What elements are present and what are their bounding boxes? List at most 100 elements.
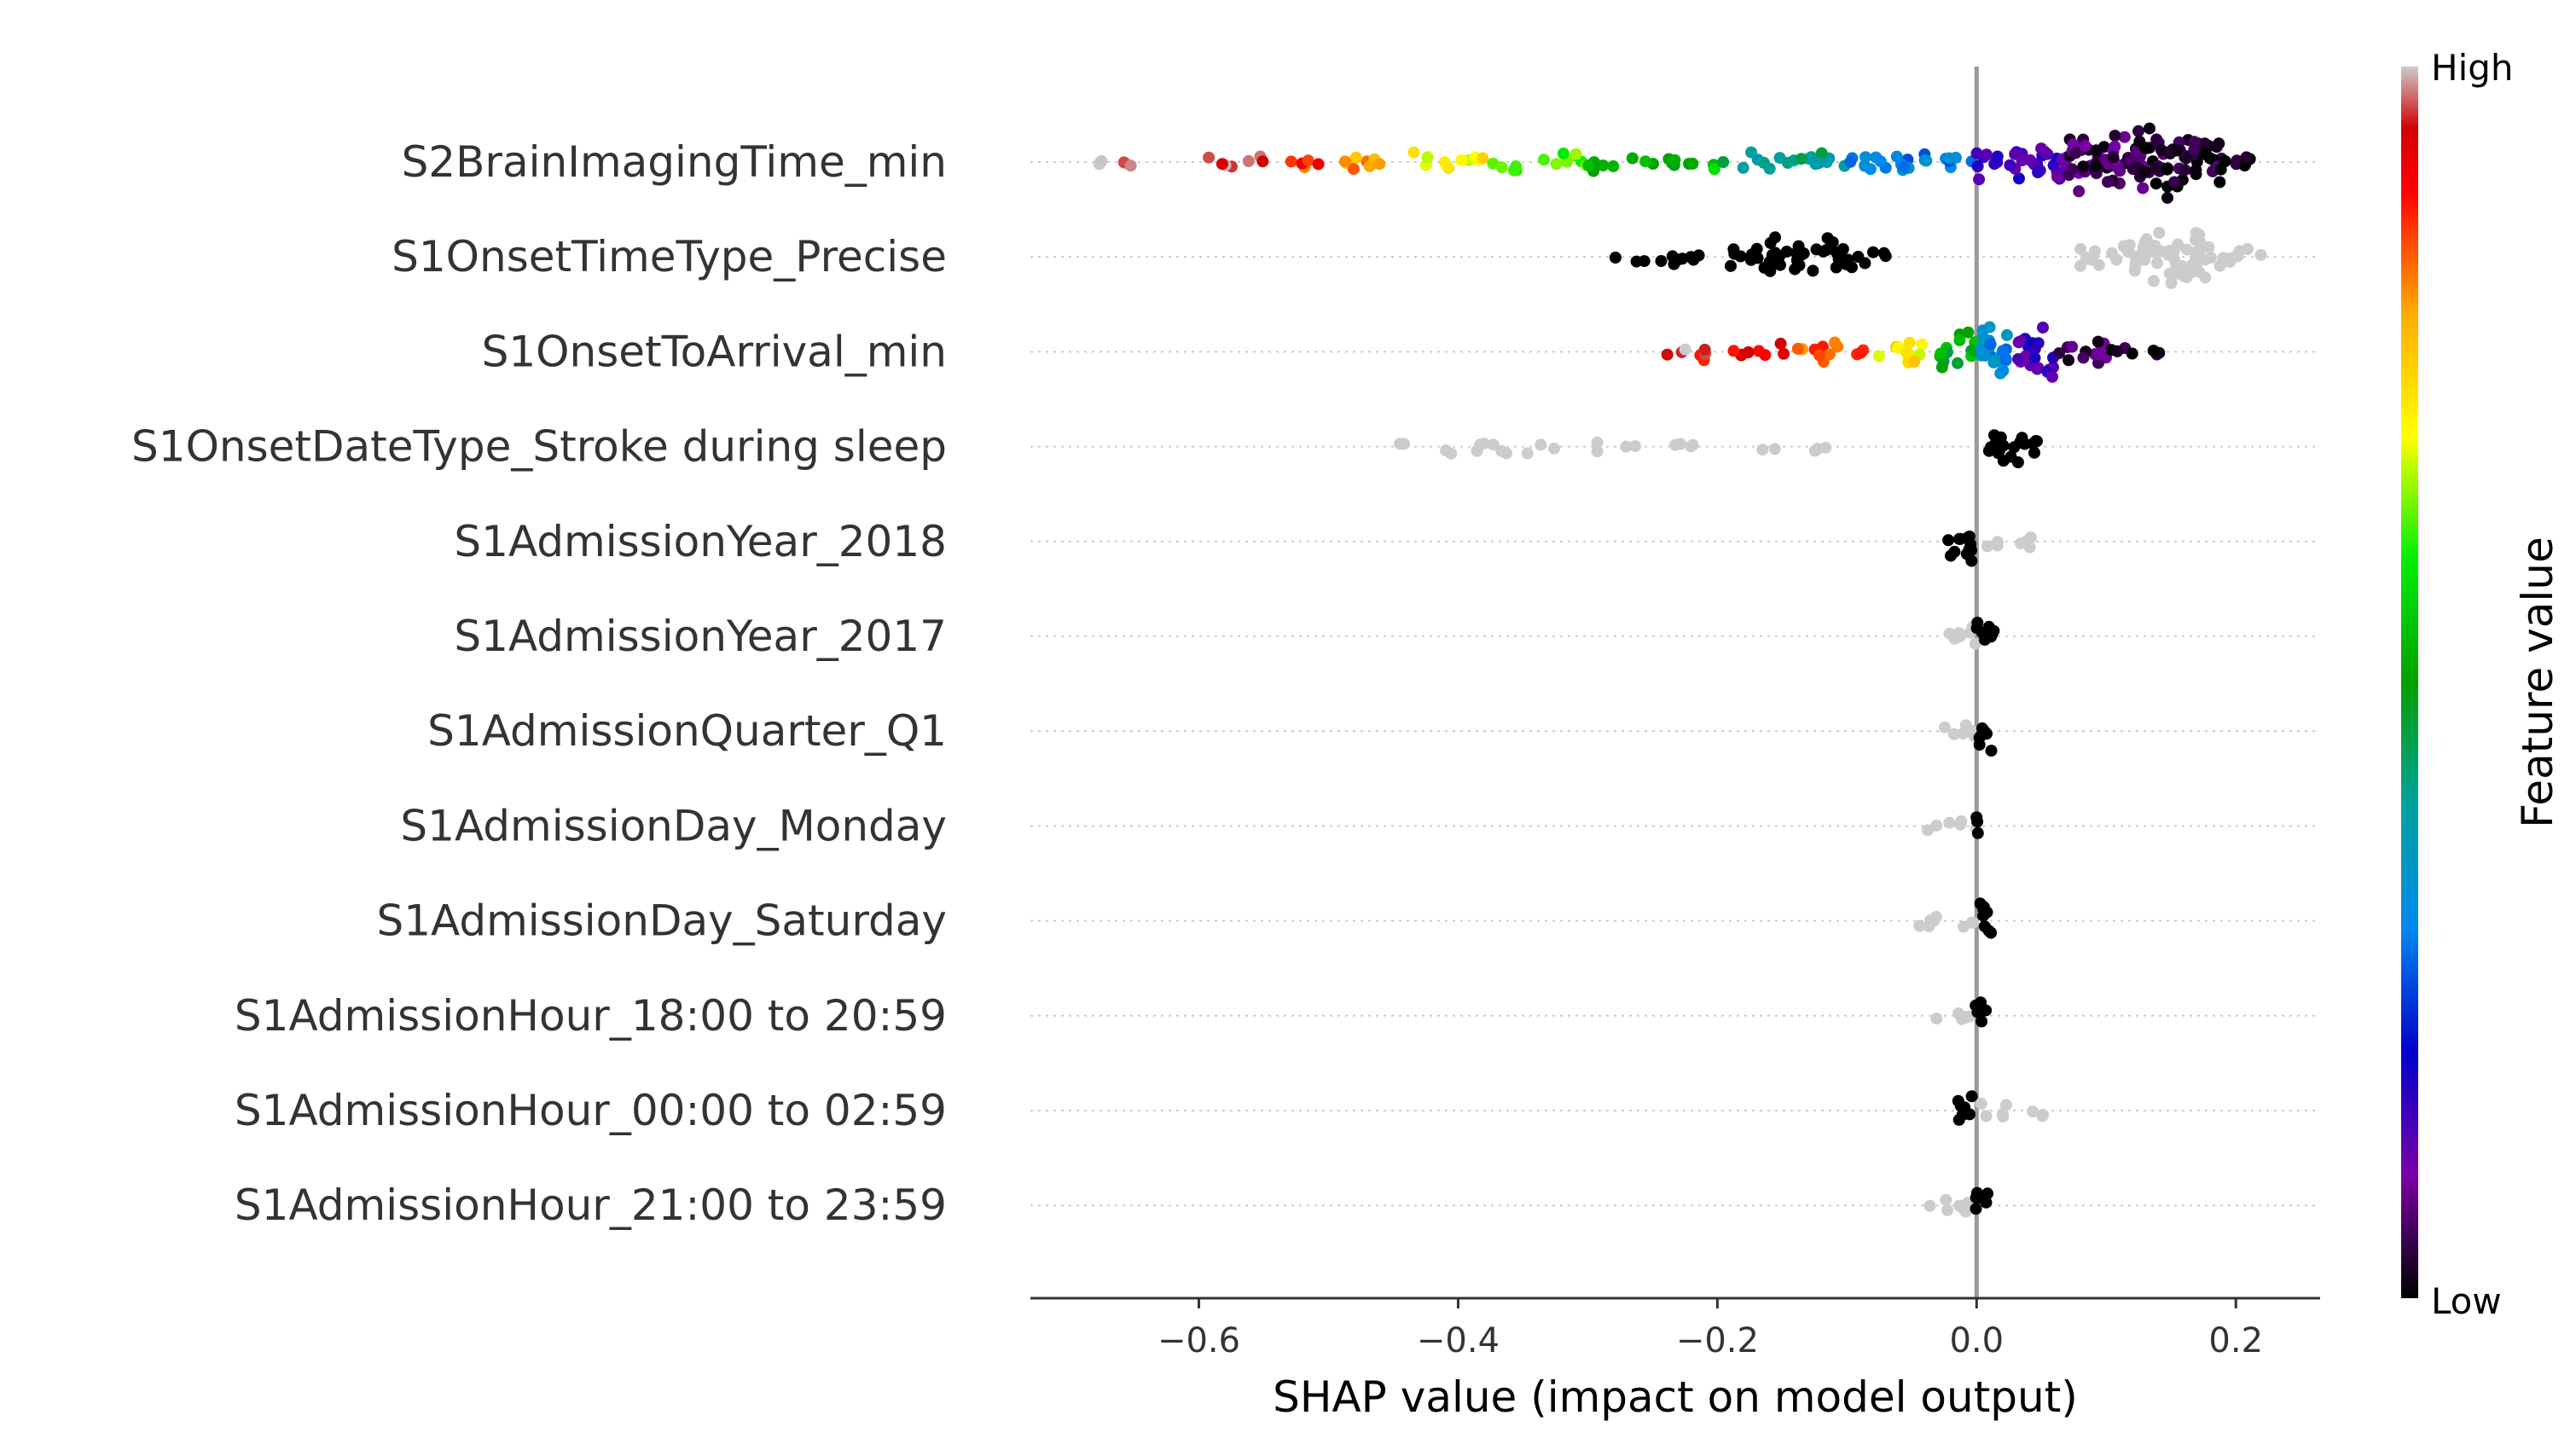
shap-dot	[1521, 447, 1534, 460]
shap-dot	[1930, 1012, 1943, 1025]
shap-dot	[1988, 429, 2000, 442]
x-tick-label: −0.4	[1417, 1321, 1500, 1360]
shap-dot	[1859, 151, 1871, 164]
shap-dot	[1824, 348, 1836, 361]
shap-dot	[2193, 242, 2206, 255]
shap-dot	[1980, 1110, 1993, 1122]
shap-dot	[1981, 1187, 1994, 1200]
shap-dot	[1582, 159, 1595, 171]
shap-dot	[2165, 276, 2178, 289]
shap-dot	[2011, 456, 2024, 468]
shap-dot	[2190, 168, 2202, 181]
shap-dot	[2213, 137, 2225, 150]
feature-label: S1OnsetDateType_Stroke during sleep	[131, 422, 947, 472]
shap-dot	[1854, 346, 1867, 359]
shap-dot	[1842, 253, 1854, 266]
shap-dot	[2037, 1109, 2049, 1122]
feature-label: S2BrainImagingTime_min	[402, 137, 947, 187]
feature-row-dots	[1923, 1186, 1994, 1218]
shap-dot	[2106, 247, 2118, 259]
shap-dot	[2153, 227, 2166, 239]
shap-dot	[2090, 144, 2103, 157]
shap-dot	[1792, 240, 1805, 252]
shap-dot	[1981, 540, 1993, 553]
shap-dot	[1943, 627, 1956, 640]
shap-dot	[2162, 245, 2175, 258]
shap-dot	[2123, 239, 2136, 252]
shap-dot	[1550, 158, 1563, 171]
shap-dot	[2188, 143, 2201, 156]
shap-dot	[2150, 177, 2162, 190]
shap-dot	[1756, 444, 1769, 456]
shap-dot	[2242, 242, 2254, 255]
shap-dot	[1940, 1193, 1952, 1206]
shap-dot	[1942, 534, 1955, 547]
shap-dot	[1903, 336, 1916, 349]
feature-row-dots	[1609, 227, 2267, 289]
shap-dots	[1093, 122, 2267, 1218]
shap-dot	[1967, 916, 1979, 929]
shap-dot	[2163, 267, 2176, 280]
shap-dot	[1923, 1199, 1936, 1212]
shap-dot	[1901, 347, 1914, 360]
feature-label: S1AdmissionHour_18:00 to 20:59	[235, 991, 947, 1041]
shap-dot	[1997, 439, 2010, 452]
shap-dot	[1769, 231, 1782, 244]
shap-dot	[1976, 324, 1989, 337]
shap-dot	[2031, 435, 2043, 448]
shap-dot	[1980, 1004, 1993, 1017]
shap-dot	[1820, 244, 1833, 256]
feature-row-dots	[1942, 531, 2037, 567]
shap-dot	[2012, 336, 2025, 349]
feature-label: S1AdmissionDay_Saturday	[376, 896, 947, 946]
shap-dot	[1629, 440, 1641, 453]
shap-dot	[1976, 1015, 1988, 1028]
shap-dot	[1970, 1186, 1983, 1199]
shap-dot	[1958, 1204, 1970, 1216]
shap-dot	[2016, 432, 2028, 444]
shap-dot	[1867, 246, 1879, 258]
shap-dot	[1808, 444, 1821, 457]
shap-dot	[1686, 157, 1699, 170]
shap-dot	[1955, 815, 1968, 827]
shap-dot	[1813, 349, 1826, 362]
shap-dot	[1971, 160, 1984, 172]
shap-dot	[2092, 335, 2104, 348]
shap-dot	[1939, 721, 1951, 734]
feature-label: S1AdmissionYear_2017	[454, 612, 947, 661]
shap-dot	[2022, 537, 2034, 550]
shap-dot	[1768, 443, 1781, 455]
shap-dot	[1970, 1203, 1982, 1215]
shap-dot	[1438, 156, 1451, 169]
shap-dot	[1661, 348, 1674, 361]
shap-dot	[1821, 232, 1834, 245]
shap-dot	[1727, 345, 1740, 357]
colorbar-title: Feature value	[2513, 537, 2562, 827]
shap-dot	[1844, 155, 1857, 168]
shap-dot	[1947, 728, 1960, 740]
shap-dot	[1953, 532, 1965, 545]
shap-dot	[2193, 265, 2205, 278]
shap-dot	[2027, 1105, 2039, 1118]
shap-dot	[1095, 155, 1108, 167]
shap-dot	[1407, 146, 1420, 159]
shap-dot	[2114, 165, 2126, 177]
shap-dot	[1668, 154, 1681, 166]
shap-dot	[1639, 155, 1651, 168]
feature-labels: S2BrainImagingTime_min S1OnsetTimeType_Pr…	[131, 137, 947, 1230]
shap-dot	[1964, 537, 1977, 550]
shap-dot	[1793, 259, 1806, 271]
shap-dot	[2202, 241, 2215, 253]
shap-dot	[1991, 150, 2004, 163]
shap-dot	[1916, 338, 1929, 351]
shap-dot	[1666, 250, 1679, 263]
shap-dot	[2090, 160, 2103, 172]
feature-label: S1AdmissionHour_21:00 to 23:59	[235, 1180, 947, 1230]
shap-dot	[1864, 163, 1877, 176]
shap-dot	[2066, 163, 2079, 176]
shap-dot	[2161, 191, 2173, 204]
shap-dot	[2190, 227, 2202, 239]
shap-dot	[1538, 154, 1550, 166]
shap-dot	[1810, 243, 1823, 256]
shap-dot	[2127, 163, 2140, 176]
